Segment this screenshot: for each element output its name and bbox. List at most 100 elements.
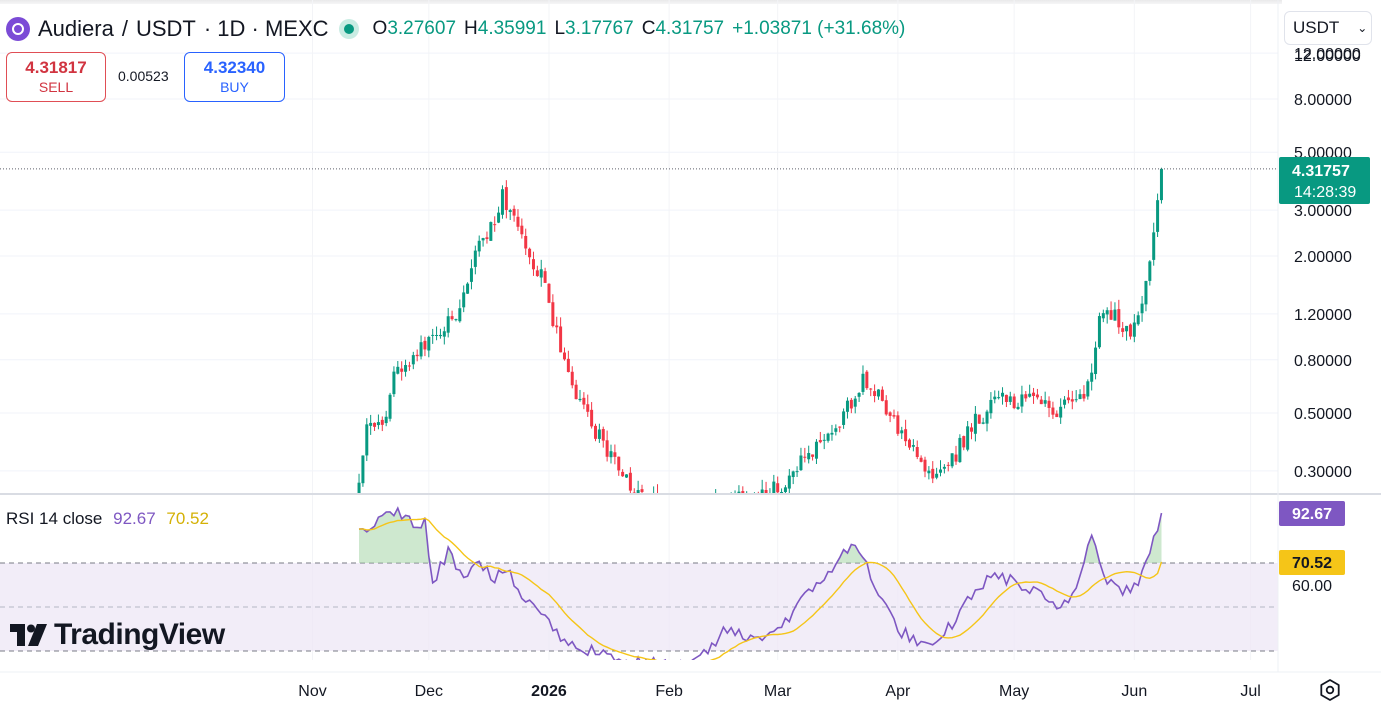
candle <box>849 397 853 414</box>
sell-button[interactable]: 4.31817 SELL <box>6 52 106 102</box>
candle <box>489 221 493 241</box>
candle-body <box>973 413 977 434</box>
market-open-status-icon[interactable] <box>338 19 359 39</box>
candle <box>927 466 931 480</box>
candle <box>730 492 732 493</box>
candle <box>853 395 857 414</box>
candle-body <box>578 398 582 401</box>
candle-body <box>609 451 613 458</box>
candle-body <box>664 512 667 514</box>
candle-body <box>590 409 594 427</box>
tradingview-logo[interactable]: TradingView <box>10 618 225 652</box>
buy-button[interactable]: 4.32340 BUY <box>184 52 285 102</box>
price-tick-label: 0.50000 <box>1294 406 1352 423</box>
symbol-name[interactable]: Audiera <box>38 16 114 41</box>
time-tick-label: Mar <box>764 683 792 700</box>
rsi-legend[interactable]: RSI 14 close 92.67 70.52 <box>6 509 209 529</box>
candle-body <box>357 482 361 493</box>
candle-body <box>489 222 493 241</box>
candle <box>1066 389 1070 404</box>
time-tick-label: Jun <box>1121 683 1147 700</box>
candle <box>1078 389 1082 400</box>
settings-gear-icon[interactable] <box>1318 678 1342 702</box>
currency-select[interactable]: USDT ⌄ <box>1284 11 1372 45</box>
candle <box>896 411 900 436</box>
candle-body <box>1032 392 1036 396</box>
candle <box>547 283 551 304</box>
candle <box>664 511 667 516</box>
candle <box>613 444 617 465</box>
time-tick-label: May <box>999 683 1029 700</box>
candle-body <box>1074 399 1078 401</box>
candle <box>481 237 485 247</box>
candle-body <box>842 411 846 425</box>
candle-body <box>562 352 566 360</box>
rsi-ma-line <box>358 517 1163 660</box>
candle <box>679 509 682 521</box>
candle-body <box>931 468 935 479</box>
rsi-line <box>358 506 1163 660</box>
candle-body <box>613 452 617 457</box>
candle-body <box>427 336 431 351</box>
candle <box>1051 401 1055 419</box>
candle <box>1128 323 1132 340</box>
candle <box>950 453 954 469</box>
last-price-badge <box>1279 157 1370 204</box>
chevron-down-icon: ⌄ <box>1357 21 1368 35</box>
candle-body <box>396 366 400 374</box>
candle <box>861 365 865 395</box>
candle-body <box>1051 407 1055 415</box>
candle-body <box>710 501 713 509</box>
candle-body <box>838 426 842 428</box>
candle-body <box>1043 400 1047 404</box>
price-tick-label: 3.00000 <box>1294 203 1352 220</box>
candle-body <box>1132 322 1136 337</box>
candles <box>357 167 1163 521</box>
candle <box>493 216 497 232</box>
candle <box>407 361 411 371</box>
candle-body <box>601 429 605 441</box>
candle-body <box>966 426 970 450</box>
candle-body <box>764 489 768 493</box>
candle <box>1043 391 1047 407</box>
candle <box>710 496 713 517</box>
candle-body <box>900 430 904 434</box>
candle <box>562 347 566 361</box>
candle-body <box>466 283 470 294</box>
candle-body <box>376 422 380 426</box>
candle-body <box>814 441 818 459</box>
candle <box>803 447 807 463</box>
candle <box>884 395 888 416</box>
candle-body <box>1024 394 1028 399</box>
rsi-ma-value: 70.52 <box>166 509 209 528</box>
candle-body <box>632 492 636 493</box>
candle-body <box>543 271 547 283</box>
candle-body <box>462 292 466 308</box>
candle <box>845 397 849 419</box>
candle <box>404 359 408 377</box>
candle-body <box>989 399 993 414</box>
candle-body <box>749 498 752 500</box>
candle-body <box>454 319 458 321</box>
tradingview-logo-icon <box>10 624 47 646</box>
candle-body <box>1125 325 1129 332</box>
candle <box>799 447 803 472</box>
candle-body <box>1035 394 1039 398</box>
candle-body <box>675 506 678 510</box>
candle <box>466 282 470 294</box>
symbol-legend: Audiera / USDT · 1D · MEXC O3.27607 H4.3… <box>6 14 913 44</box>
candle <box>423 336 427 357</box>
candle <box>512 205 516 222</box>
candle-body <box>508 210 512 212</box>
candle-body <box>1156 200 1160 232</box>
candle <box>628 467 632 493</box>
candle <box>1105 307 1109 324</box>
candle <box>760 479 764 493</box>
candle-body <box>1001 392 1005 397</box>
candle <box>625 474 629 478</box>
candle-body <box>473 250 477 267</box>
candle-body <box>834 428 838 432</box>
rsi-badge-label: 92.67 <box>1292 506 1332 523</box>
candle <box>1113 302 1117 321</box>
